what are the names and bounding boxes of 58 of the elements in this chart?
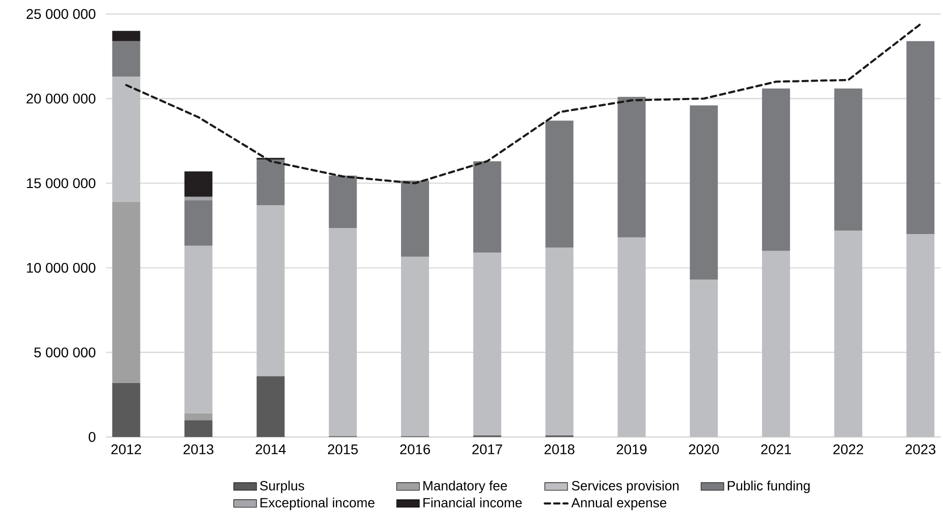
x-tick-label: 2023	[906, 444, 936, 454]
y-tick-label: 15 000 000	[26, 178, 96, 188]
bar	[834, 88, 862, 231]
y-tick-label: 20 000 000	[26, 94, 96, 104]
bar	[906, 234, 934, 437]
legend-label: Surplus	[260, 480, 304, 494]
x-tick-label: 2012	[111, 444, 142, 454]
bar	[328, 228, 357, 436]
bar	[690, 280, 718, 437]
bar	[184, 246, 212, 414]
legend-label: Financial income	[423, 498, 522, 508]
x-tick-label: 2019	[616, 444, 647, 454]
y-tick-label: 5 000 000	[34, 347, 96, 358]
x-tick-label: 2018	[544, 444, 574, 454]
y-tick-label: 25 000 000	[26, 9, 96, 19]
bar	[328, 176, 357, 228]
bar	[690, 105, 718, 280]
bar	[545, 247, 574, 436]
x-tick-label: 2020	[688, 444, 719, 454]
bar	[256, 160, 285, 206]
bar	[473, 252, 502, 436]
bar	[545, 120, 574, 248]
bar	[184, 196, 212, 200]
legend-label: Exceptional income	[260, 498, 374, 510]
x-tick-label: 2022	[833, 444, 864, 454]
x-tick-label: 2021	[761, 444, 791, 454]
legend-label: Mandatory fee	[423, 480, 507, 494]
bar	[184, 200, 212, 246]
legend-label: Public funding	[728, 480, 810, 494]
bar	[256, 205, 285, 376]
bar	[618, 96, 646, 238]
bar	[112, 76, 140, 202]
bar	[401, 180, 430, 257]
x-tick-label: 2017	[472, 444, 502, 454]
bar	[618, 237, 646, 437]
bar	[112, 382, 140, 437]
bar	[256, 376, 285, 437]
bar	[834, 230, 862, 437]
x-tick-label: 2015	[328, 444, 358, 454]
bar	[184, 413, 212, 420]
bar	[184, 171, 212, 197]
bar	[112, 41, 140, 77]
bar	[184, 420, 212, 437]
bar	[762, 88, 790, 251]
x-tick-label: 2013	[184, 444, 214, 454]
bar	[112, 202, 140, 383]
line-series	[125, 23, 922, 184]
y-tick-label: 0	[88, 432, 96, 442]
bar	[762, 250, 790, 437]
legend-label: Annual expense	[571, 498, 666, 510]
bar	[401, 256, 430, 436]
legend-label: Services provision	[572, 480, 679, 494]
x-tick-label: 2016	[400, 444, 430, 454]
x-tick-label: 2014	[256, 444, 286, 454]
bar	[906, 41, 934, 234]
bar	[112, 30, 140, 42]
bar	[473, 161, 502, 253]
y-tick-label: 10 000 000	[26, 262, 96, 273]
